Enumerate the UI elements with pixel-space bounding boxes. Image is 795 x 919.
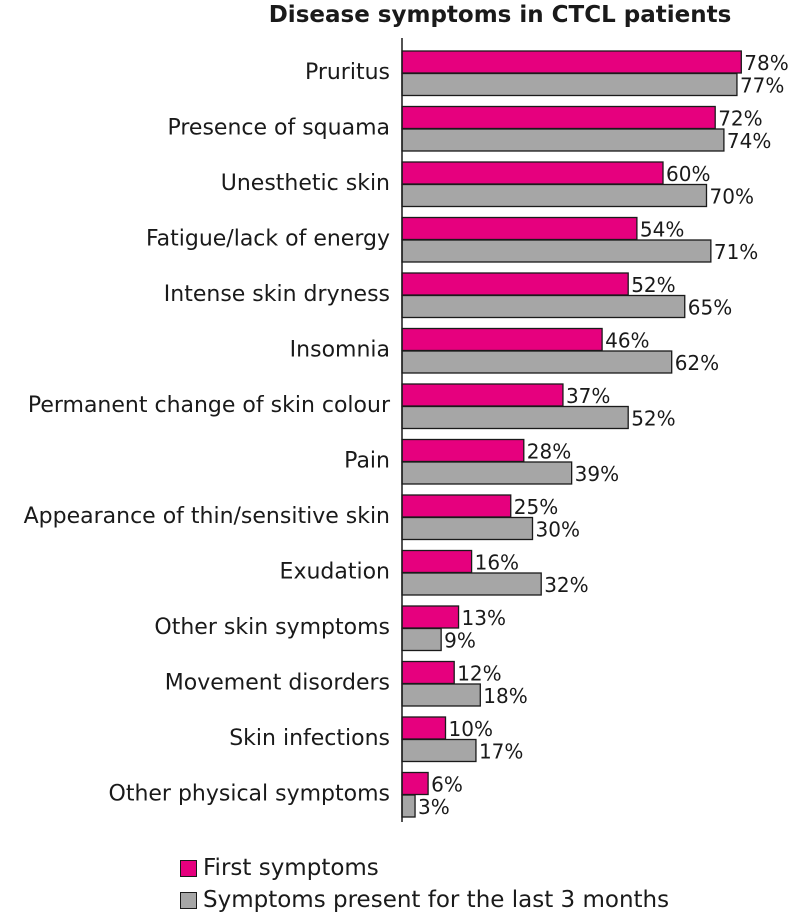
- bar-last-3-months-presence-of-squama: [401, 128, 725, 152]
- category-label-movement-disorders: Movement disorders: [165, 671, 390, 696]
- category-label-insomnia: Insomnia: [290, 338, 390, 363]
- data-label-first-symptoms-skin-infections: 10%: [449, 717, 493, 741]
- category-label-intense-skin-dryness: Intense skin dryness: [164, 282, 390, 307]
- category-label-pruritus: Pruritus: [305, 60, 390, 85]
- bar-first-symptoms-appearance-of-thin-sensitive-skin: [401, 494, 512, 518]
- category-label-unesthetic-skin: Unesthetic skin: [221, 171, 390, 196]
- data-label-first-symptoms-presence-of-squama: 72%: [718, 107, 762, 131]
- bar-first-symptoms-presence-of-squama: [401, 105, 716, 130]
- bar-last-3-months-pruritus: [401, 72, 738, 97]
- data-label-last-3-months-pain: 39%: [575, 462, 619, 486]
- legend-label-last-3-months: Symptoms present for the last 3 months: [203, 887, 670, 913]
- data-label-last-3-months-skin-infections: 17%: [479, 740, 523, 764]
- data-label-last-3-months-insomnia: 62%: [675, 351, 719, 375]
- category-label-pain: Pain: [344, 449, 390, 474]
- data-label-first-symptoms-movement-disorders: 12%: [457, 662, 501, 686]
- data-label-last-3-months-appearance-of-thin-sensitive-skin: 30%: [536, 518, 580, 542]
- data-label-last-3-months-unesthetic-skin: 70%: [710, 185, 754, 209]
- legend-item-last-3-months: Symptoms present for the last 3 months: [180, 884, 669, 916]
- bar-last-3-months-other-physical-symptoms: [401, 794, 416, 818]
- bar-last-3-months-insomnia: [401, 350, 673, 374]
- category-label-other-skin-symptoms: Other skin symptoms: [154, 615, 390, 640]
- bar-last-3-months-permanent-change-of-skin-colour: [401, 405, 629, 430]
- bar-last-3-months-appearance-of-thin-sensitive-skin: [401, 516, 534, 541]
- data-label-last-3-months-fatigue-lack-of-energy: 71%: [714, 240, 758, 264]
- bar-last-3-months-exudation: [401, 572, 542, 596]
- legend: First symptoms Symptoms present for the …: [180, 852, 669, 916]
- bar-first-symptoms-pruritus: [401, 50, 742, 74]
- category-label-presence-of-squama: Presence of squama: [167, 116, 390, 141]
- category-label-fatigue-lack-of-energy: Fatigue/lack of energy: [146, 227, 390, 252]
- bar-first-symptoms-fatigue-lack-of-energy: [401, 216, 638, 241]
- bar-last-3-months-pain: [401, 461, 573, 485]
- chart-title: Disease symptoms in CTCL patients: [268, 2, 732, 28]
- bar-first-symptoms-movement-disorders: [401, 660, 455, 685]
- data-label-first-symptoms-other-physical-symptoms: 6%: [431, 773, 463, 797]
- data-label-last-3-months-permanent-change-of-skin-colour: 52%: [631, 407, 675, 431]
- legend-item-first-symptoms: First symptoms: [180, 852, 669, 884]
- data-label-first-symptoms-pain: 28%: [527, 440, 571, 464]
- bar-last-3-months-unesthetic-skin: [401, 183, 708, 208]
- data-label-first-symptoms-appearance-of-thin-sensitive-skin: 25%: [514, 495, 558, 519]
- bar-first-symptoms-skin-infections: [401, 716, 447, 740]
- category-label-skin-infections: Skin infections: [229, 726, 390, 751]
- category-label-appearance-of-thin-sensitive-skin: Appearance of thin/sensitive skin: [24, 504, 390, 529]
- bar-first-symptoms-pain: [401, 438, 525, 463]
- data-label-first-symptoms-unesthetic-skin: 60%: [666, 162, 710, 186]
- data-label-first-symptoms-pruritus: 78%: [744, 51, 788, 75]
- data-label-first-symptoms-other-skin-symptoms: 13%: [462, 606, 506, 630]
- data-label-last-3-months-other-physical-symptoms: 3%: [418, 795, 450, 819]
- bar-first-symptoms-exudation: [401, 549, 473, 574]
- data-label-first-symptoms-permanent-change-of-skin-colour: 37%: [566, 384, 610, 408]
- legend-swatch-first-symptoms: [180, 859, 197, 877]
- bar-last-3-months-fatigue-lack-of-energy: [401, 239, 712, 263]
- bar-last-3-months-movement-disorders: [401, 683, 481, 707]
- bar-first-symptoms-intense-skin-dryness: [401, 272, 629, 296]
- legend-label-first-symptoms: First symptoms: [203, 855, 379, 881]
- data-label-last-3-months-exudation: 32%: [544, 573, 588, 597]
- bar-first-symptoms-insomnia: [401, 327, 603, 352]
- category-label-other-physical-symptoms: Other physical symptoms: [109, 782, 391, 807]
- data-label-first-symptoms-intense-skin-dryness: 52%: [631, 273, 675, 297]
- bar-first-symptoms-permanent-change-of-skin-colour: [401, 383, 564, 407]
- bar-last-3-months-other-skin-symptoms: [401, 627, 442, 652]
- bar-first-symptoms-unesthetic-skin: [401, 161, 664, 185]
- category-label-permanent-change-of-skin-colour: Permanent change of skin colour: [28, 393, 391, 418]
- data-label-first-symptoms-fatigue-lack-of-energy: 54%: [640, 218, 684, 242]
- bar-first-symptoms-other-skin-symptoms: [401, 605, 460, 629]
- bar-last-3-months-intense-skin-dryness: [401, 294, 686, 319]
- data-label-last-3-months-other-skin-symptoms: 9%: [444, 629, 476, 653]
- data-label-first-symptoms-insomnia: 46%: [605, 329, 649, 353]
- legend-swatch-last-3-months: [180, 891, 197, 909]
- data-label-last-3-months-presence-of-squama: 74%: [727, 129, 771, 153]
- data-label-first-symptoms-exudation: 16%: [475, 551, 519, 575]
- data-label-last-3-months-pruritus: 77%: [740, 74, 784, 98]
- data-label-last-3-months-movement-disorders: 18%: [483, 684, 527, 708]
- data-label-last-3-months-intense-skin-dryness: 65%: [688, 296, 732, 320]
- bar-first-symptoms-other-physical-symptoms: [401, 771, 429, 796]
- bar-chart: Pruritus 78%77% Presence of squama 72%74% Un…: [24, 38, 789, 822]
- category-label-exudation: Exudation: [280, 560, 390, 585]
- bar-last-3-months-skin-infections: [401, 738, 477, 763]
